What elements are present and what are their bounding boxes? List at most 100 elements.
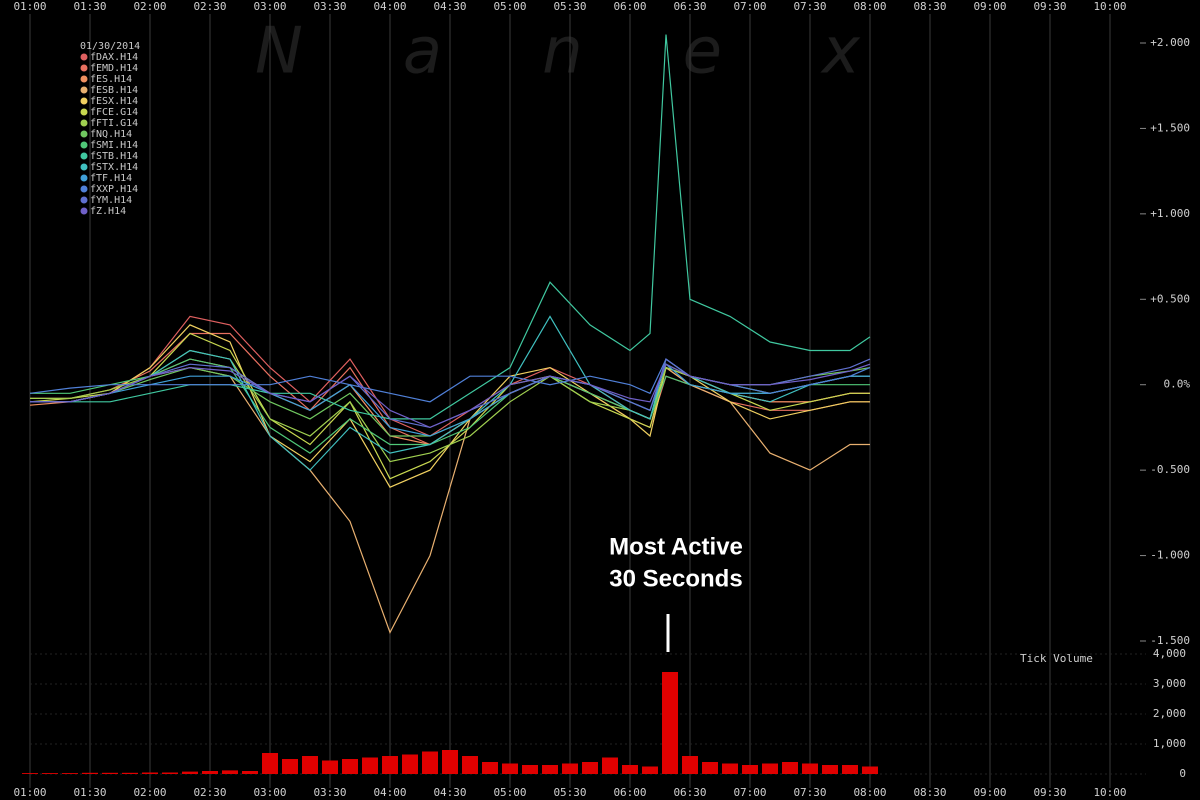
x-tick-label: 10:00 <box>1093 0 1126 13</box>
y-tick-label: 2,000 <box>1153 707 1186 720</box>
legend-label: fYM.H14 <box>90 195 132 206</box>
legend-marker <box>80 119 88 127</box>
x-tick-label: 05:30 <box>553 0 586 13</box>
volume-bar <box>162 772 178 774</box>
legend-marker <box>80 86 88 94</box>
volume-bar <box>402 754 418 774</box>
volume-bar <box>302 756 318 774</box>
volume-bar <box>422 751 438 774</box>
watermark: Nanex <box>255 15 960 89</box>
x-tick-label: 07:30 <box>793 0 826 13</box>
x-tick-label: 06:00 <box>613 0 646 13</box>
x-tick-label: 04:30 <box>433 786 466 799</box>
volume-bar <box>102 772 118 774</box>
legend-label: fSMI.H14 <box>90 140 138 151</box>
legend-marker <box>80 75 88 83</box>
volume-bar <box>842 765 858 774</box>
x-tick-label: 10:00 <box>1093 786 1126 799</box>
x-tick-label: 06:30 <box>673 0 706 13</box>
volume-title: Tick Volume <box>1020 652 1093 665</box>
x-tick-label: 02:30 <box>193 0 226 13</box>
volume-bar <box>642 766 658 774</box>
x-tick-label: 02:30 <box>193 786 226 799</box>
volume-bar <box>602 757 618 774</box>
legend-marker <box>80 53 88 61</box>
x-tick-label: 08:30 <box>913 786 946 799</box>
x-tick-label: 09:30 <box>1033 786 1066 799</box>
annotation: Most Active <box>609 533 743 560</box>
x-tick-label: 01:00 <box>13 786 46 799</box>
x-tick-label: 02:00 <box>133 0 166 13</box>
y-tick-label: -0.500 <box>1150 463 1190 476</box>
volume-bar <box>202 771 218 774</box>
plot-area <box>22 34 878 774</box>
y-tick-label: 0.0% <box>1164 378 1191 391</box>
x-tick-label: 04:00 <box>373 786 406 799</box>
volume-bar <box>762 763 778 774</box>
y-tick-label: -1.500 <box>1150 634 1190 647</box>
volume-bar <box>382 756 398 774</box>
volume-bar <box>322 760 338 774</box>
legend-label: fDAX.H14 <box>90 52 138 63</box>
y-tick-label: +1.500 <box>1150 121 1190 134</box>
volume-bar <box>722 763 738 774</box>
x-tick-label: 01:30 <box>73 786 106 799</box>
legend-label: fSTB.H14 <box>90 151 138 162</box>
volume-bar <box>82 772 98 774</box>
x-tick-label: 01:00 <box>13 0 46 13</box>
volume-bar <box>662 672 678 774</box>
x-tick-label: 09:00 <box>973 786 1006 799</box>
legend-label: fZ.H14 <box>90 206 126 217</box>
legend-label: fESX.H14 <box>90 96 138 107</box>
x-tick-label: 03:30 <box>313 786 346 799</box>
series-line <box>30 363 870 437</box>
legend-marker <box>80 207 88 215</box>
x-tick-label: 08:00 <box>853 0 886 13</box>
legend-marker <box>80 196 88 204</box>
volume-bar <box>282 759 298 774</box>
legend-marker <box>80 108 88 116</box>
volume-bar <box>182 771 198 774</box>
x-tick-label: 04:00 <box>373 0 406 13</box>
legend-label: fESB.H14 <box>90 85 138 96</box>
legend-marker <box>80 163 88 171</box>
x-tick-label: 02:00 <box>133 786 166 799</box>
annotation: 30 Seconds <box>609 565 742 592</box>
volume-bar <box>62 773 78 774</box>
volume-bar <box>42 773 58 774</box>
legend-marker <box>80 64 88 72</box>
y-tick-label: +2.000 <box>1150 36 1190 49</box>
volume-bar <box>262 753 278 774</box>
volume-bar <box>562 763 578 774</box>
volume-bar <box>442 750 458 774</box>
x-tick-label: 06:30 <box>673 786 706 799</box>
volume-bar <box>222 770 238 774</box>
volume-bar <box>362 757 378 774</box>
x-tick-label: 04:30 <box>433 0 466 13</box>
volume-bar <box>542 765 558 774</box>
x-tick-label: 08:30 <box>913 0 946 13</box>
volume-bar <box>782 762 798 774</box>
series-line <box>30 34 871 420</box>
volume-bar <box>482 762 498 774</box>
legend-label: fFCE.G14 <box>90 107 138 118</box>
volume-bar <box>142 772 158 774</box>
x-tick-label: 07:00 <box>733 786 766 799</box>
legend-label: fXXP.H14 <box>90 184 138 195</box>
legend-label: fTF.H14 <box>90 173 132 184</box>
volume-bar <box>702 762 718 774</box>
volume-bar <box>682 756 698 774</box>
x-tick-label: 07:00 <box>733 0 766 13</box>
legend-label: fES.H14 <box>90 74 132 85</box>
y-tick-label: +0.500 <box>1150 292 1190 305</box>
legend-marker <box>80 97 88 105</box>
series-line <box>30 363 871 429</box>
x-tick-label: 05:00 <box>493 786 526 799</box>
volume-bar <box>622 765 638 774</box>
volume-bar <box>462 756 478 774</box>
y-tick-label: 4,000 <box>1153 647 1186 660</box>
x-tick-label: 05:30 <box>553 786 586 799</box>
x-tick-label: 09:00 <box>973 0 1006 13</box>
legend-marker <box>80 130 88 138</box>
